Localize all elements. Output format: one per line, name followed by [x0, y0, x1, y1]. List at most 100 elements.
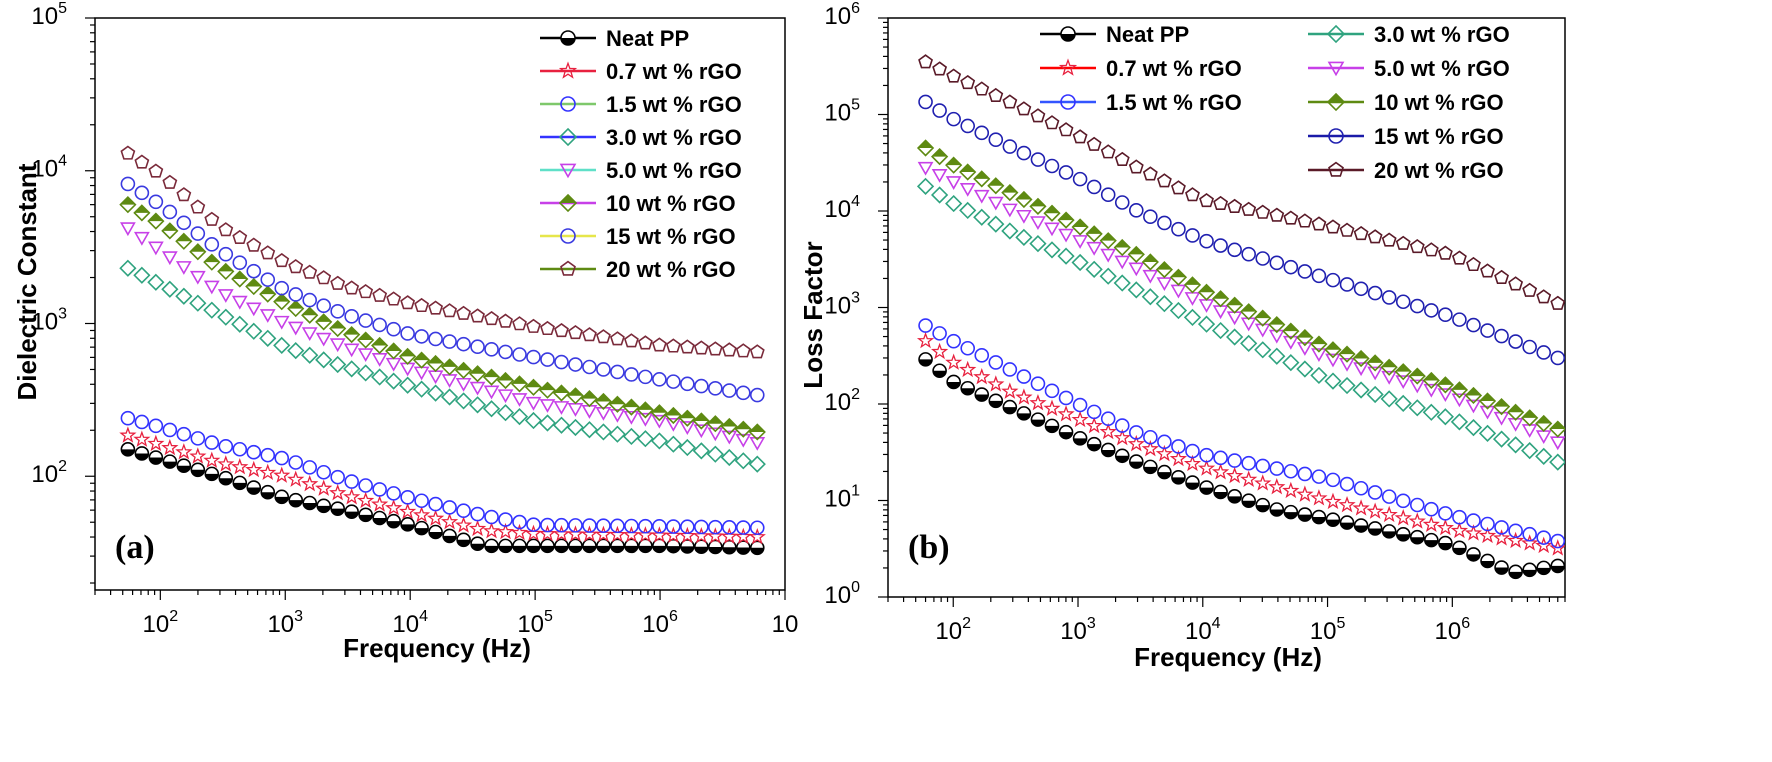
data-point	[1155, 261, 1174, 279]
data-point	[120, 145, 136, 160]
data-point	[540, 320, 555, 336]
data-point	[582, 518, 597, 533]
x-tick-label: 103	[267, 608, 303, 638]
data-point	[1044, 222, 1060, 237]
data-point	[652, 372, 667, 387]
data-point	[652, 538, 667, 554]
data-point	[1127, 245, 1145, 263]
data-point	[1085, 225, 1103, 243]
data-point	[1226, 466, 1244, 484]
data-point	[931, 186, 949, 204]
data-point	[1057, 211, 1075, 229]
data-point	[302, 264, 318, 279]
data-point	[358, 284, 374, 299]
data-point	[1311, 348, 1327, 362]
data-point	[426, 509, 445, 526]
data-point	[274, 489, 290, 505]
data-point	[610, 518, 625, 534]
data-point	[371, 336, 389, 355]
data-point	[692, 527, 710, 544]
data-point	[497, 389, 514, 404]
data-point	[566, 387, 585, 405]
data-point	[707, 427, 724, 442]
data-point	[498, 512, 513, 527]
data-point	[315, 313, 333, 331]
data-point	[1465, 399, 1482, 414]
data-point	[316, 464, 331, 480]
data-point	[960, 74, 976, 90]
data-point	[988, 355, 1004, 370]
data-point	[1211, 290, 1230, 308]
data-point	[399, 376, 417, 394]
data-point	[162, 454, 178, 469]
data-point	[1466, 317, 1481, 333]
data-point	[189, 294, 207, 312]
data-point	[315, 332, 332, 347]
data-point	[526, 517, 541, 532]
x-tick-label: 102	[935, 615, 971, 645]
data-point	[483, 385, 500, 400]
data-point	[1508, 276, 1524, 291]
data-point	[1141, 288, 1159, 306]
data-point	[553, 401, 570, 415]
data-point	[1338, 495, 1356, 513]
data-point	[1352, 349, 1370, 368]
data-point	[566, 418, 585, 437]
data-point	[175, 443, 193, 460]
data-point	[218, 222, 234, 237]
data-point	[357, 491, 375, 509]
data-point	[665, 418, 682, 432]
data-point	[524, 378, 543, 396]
data-point	[1072, 171, 1088, 187]
data-point	[148, 194, 164, 210]
legend-marker	[560, 260, 576, 276]
data-point	[246, 480, 262, 495]
data-point	[386, 291, 402, 306]
data-point	[1478, 526, 1497, 544]
data-point	[1507, 403, 1525, 421]
data-point	[1199, 447, 1214, 463]
data-point	[540, 538, 555, 554]
data-point	[357, 331, 375, 349]
data-point	[456, 503, 471, 519]
x-tick-label: 106	[1435, 615, 1471, 645]
data-point	[273, 466, 291, 483]
data-point	[412, 506, 431, 523]
data-point	[706, 445, 724, 463]
data-point	[694, 539, 709, 555]
legend-label: Neat PP	[1106, 22, 1189, 47]
data-point	[442, 500, 457, 515]
data-point	[385, 372, 403, 390]
x-tick-label: 105	[1310, 615, 1346, 645]
legend-label: 10 wt % rGO	[606, 191, 736, 216]
data-point	[246, 263, 262, 279]
data-point	[414, 493, 429, 509]
data-point	[1352, 499, 1370, 516]
legend-marker	[560, 96, 576, 112]
data-point	[1085, 260, 1103, 278]
data-point	[456, 532, 471, 548]
data-point	[567, 403, 584, 417]
data-point	[426, 384, 445, 402]
data-point	[1508, 564, 1523, 580]
data-point	[454, 361, 473, 379]
data-point	[147, 212, 165, 230]
data-point	[1227, 242, 1242, 258]
data-point	[147, 273, 165, 291]
data-point	[399, 347, 417, 365]
data-point	[1185, 228, 1200, 243]
data-point	[512, 316, 527, 331]
data-point	[1339, 277, 1355, 292]
data-point	[749, 344, 765, 359]
data-point	[610, 364, 625, 380]
data-point	[1058, 228, 1074, 243]
data-point	[204, 211, 220, 226]
data-point	[203, 280, 220, 295]
data-point	[931, 169, 948, 183]
data-point	[1269, 502, 1285, 517]
data-point	[440, 358, 459, 376]
data-point	[1437, 245, 1453, 260]
data-point	[412, 351, 431, 369]
y-tick-label: 102	[824, 386, 860, 416]
data-point	[218, 470, 234, 486]
